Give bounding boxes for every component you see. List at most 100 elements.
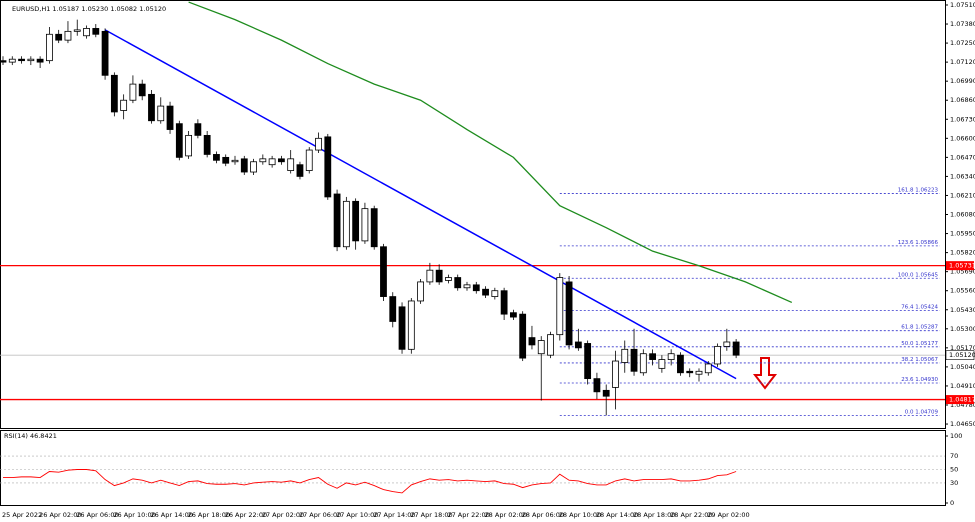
down-arrow: [752, 357, 778, 390]
candle-body: [445, 277, 452, 281]
x-tick-label: 28 Apr 22:00: [670, 511, 712, 519]
candle-body: [723, 341, 731, 347]
fib-price: 1.05287: [915, 324, 938, 330]
fib-price: 1.05424: [915, 304, 938, 310]
price-tag: [946, 395, 974, 405]
candle-body: [315, 137, 322, 151]
fib-price: 1.04930: [915, 377, 938, 383]
y-tick-label: 1.06340: [950, 172, 975, 180]
y-tick-label: 1.06990: [950, 77, 975, 85]
candle-body: [157, 105, 165, 122]
candle-body: [250, 161, 257, 173]
rsi-tick-label: 0: [950, 499, 954, 507]
rsi-title: RSI(14) 46.8421: [4, 432, 57, 440]
candle-body: [547, 334, 554, 356]
candle-body: [574, 341, 582, 349]
y-tick-label: 1.07120: [950, 58, 975, 66]
fib-label: 0.0 1.04709: [905, 409, 939, 415]
price-tag: [946, 261, 974, 271]
moving-average: [188, 1, 793, 304]
candle-body: [259, 158, 267, 163]
fib-price: 1.05866: [915, 239, 938, 245]
candle-body: [556, 277, 564, 336]
y-tick-label: 1.05300: [950, 325, 975, 333]
fib-label: 61.8 1.05287: [901, 324, 938, 330]
main-panel: [0, 0, 946, 429]
fib-price: 1.05177: [915, 340, 938, 346]
x-tick-label: 27 Apr 06:00: [299, 511, 341, 519]
candle-body: [305, 149, 313, 171]
current-price-label: 1.05120: [949, 351, 975, 359]
rsi-tick-label: 30: [950, 479, 958, 487]
fib-ratio: 61.8: [901, 324, 914, 330]
fib-ratio: 123.6: [898, 239, 914, 245]
candle-body: [472, 284, 480, 292]
candle-body: [277, 158, 285, 163]
y-tick-label: 1.05950: [950, 230, 975, 238]
x-tick-label: 26 Apr 14:00: [150, 511, 192, 519]
candle-body: [36, 58, 44, 63]
current-price-tag: [945, 350, 975, 360]
candle-body: [621, 348, 629, 363]
candle-body: [213, 154, 220, 161]
y-tick-label: 1.05430: [950, 306, 975, 314]
candle-body: [18, 58, 25, 62]
candle-body: [352, 200, 360, 242]
candle-body: [46, 33, 53, 62]
fib-price: 1.05067: [915, 356, 938, 362]
candle-body: [231, 159, 239, 163]
x-tick-label: 27 Apr 10:00: [336, 511, 378, 519]
fib-label: 123.6 1.05866: [898, 239, 939, 245]
x-tick-label: 26 Apr 18:00: [188, 511, 230, 519]
x-tick-label: 28 Apr 06:00: [522, 511, 564, 519]
candle-body: [435, 269, 443, 283]
y-tick-label: 1.04910: [950, 382, 975, 390]
candle-body: [630, 348, 638, 372]
x-tick-label: 25 Apr 2022: [2, 511, 42, 519]
candle-body: [110, 74, 118, 113]
candle-body: [537, 340, 545, 355]
fib-label: 50.0 1.05177: [901, 340, 938, 346]
fib-label: 23.6 1.04930: [901, 377, 938, 383]
candle-body: [166, 105, 174, 130]
fib-label: 38.2 1.05067: [901, 356, 938, 362]
candle-body: [639, 353, 647, 374]
candle-body: [55, 33, 63, 41]
candle-body: [482, 288, 489, 296]
y-tick-label: 1.07250: [950, 39, 975, 47]
y-tick-label: 1.05560: [950, 287, 975, 295]
candle-body: [380, 246, 387, 297]
candle-body: [83, 28, 90, 37]
x-tick-label: 27 Apr 14:00: [373, 511, 415, 519]
rsi-panel: [0, 430, 946, 506]
trendline: [104, 29, 737, 380]
x-tick-label: 26 Apr 02:00: [39, 511, 81, 519]
y-tick-label: 1.04780: [950, 401, 975, 409]
candle-body: [73, 29, 81, 32]
fib-price: 1.05645: [915, 272, 938, 278]
fib-ratio: 38.2: [901, 356, 913, 362]
x-tick-label: 27 Apr 02:00: [262, 511, 304, 519]
candle-body: [287, 158, 295, 171]
candle-body: [491, 290, 499, 297]
candle-body: [695, 370, 703, 375]
candle-body: [732, 341, 740, 356]
candle-body: [148, 93, 155, 122]
x-tick-label: 26 Apr 10:00: [113, 511, 155, 519]
rsi-tick-label: 70: [950, 452, 958, 460]
x-tick-label: 27 Apr 22:00: [447, 511, 489, 519]
candle-body: [658, 359, 666, 369]
candle-body: [528, 337, 536, 346]
y-tick-label: 1.06080: [950, 211, 975, 219]
fib-ratio: 23.6: [901, 377, 914, 383]
fib-ratio: 76.4: [901, 304, 914, 310]
y-tick-label: 1.05170: [950, 344, 975, 352]
candle-body: [612, 360, 619, 388]
candle-body: [101, 30, 109, 76]
candle-body: [454, 277, 462, 289]
candle-body: [584, 343, 592, 380]
x-tick-label: 26 Apr 22:00: [225, 511, 267, 519]
fib-ratio: 50.0: [901, 340, 914, 346]
candle-body: [649, 353, 656, 360]
